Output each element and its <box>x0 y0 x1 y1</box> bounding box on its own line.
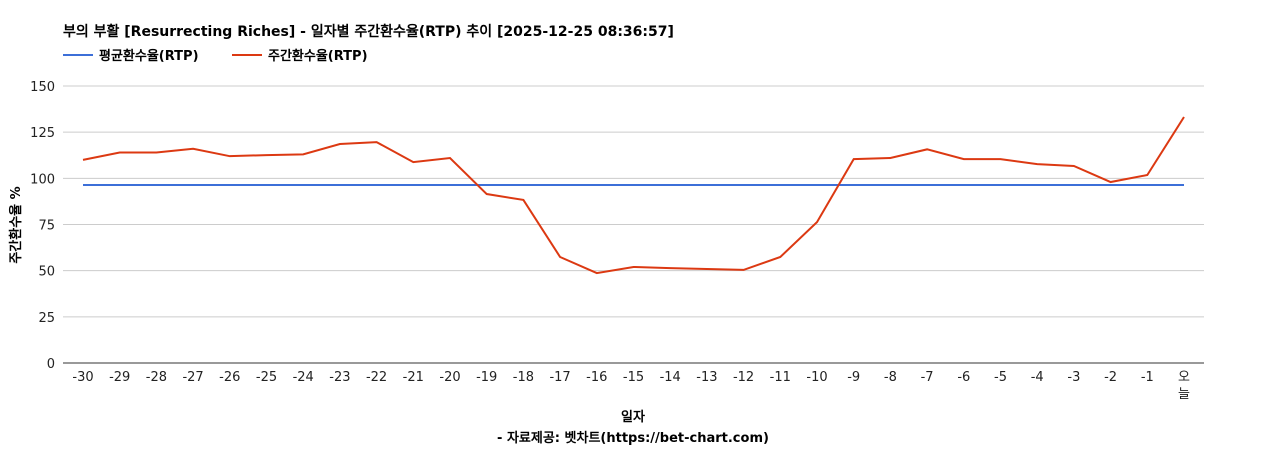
y-tick-label: 150 <box>30 80 55 95</box>
x-tick-label: -14 <box>660 370 681 385</box>
x-tick-label: -15 <box>623 370 644 385</box>
x-tick-label: -18 <box>513 370 534 385</box>
x-tick-label: -27 <box>182 370 203 385</box>
y-tick-label: 100 <box>30 172 55 187</box>
x-tick-label: -25 <box>256 370 277 385</box>
x-tick-label: -29 <box>109 370 130 385</box>
x-tick-label: -10 <box>806 370 827 385</box>
y-tick-label: 125 <box>30 126 55 141</box>
y-tick-label: 0 <box>47 357 55 372</box>
x-tick-label: -4 <box>1031 370 1044 385</box>
y-tick-label: 75 <box>38 219 55 234</box>
x-tick-label: -7 <box>921 370 934 385</box>
x-tick-label: -24 <box>293 370 314 385</box>
x-tick-label: -19 <box>476 370 497 385</box>
x-tick-label: -3 <box>1067 370 1080 385</box>
x-tick-label: -11 <box>770 370 791 385</box>
x-tick-label: -22 <box>366 370 387 385</box>
x-tick-label: -9 <box>847 370 860 385</box>
x-tick-label: -21 <box>403 370 424 385</box>
y-axis-label: 주간환수율 % <box>8 186 24 263</box>
x-tick-label: -5 <box>994 370 1007 385</box>
x-axis-label: 일자 <box>621 410 645 425</box>
x-tick-label: -26 <box>219 370 240 385</box>
x-tick-label: -17 <box>549 370 570 385</box>
x-tick-label: -30 <box>72 370 93 385</box>
x-tick-label: -8 <box>884 370 897 385</box>
legend-item-average[interactable]: 평균환수율(RTP) <box>63 48 199 64</box>
chart-title: 부의 부활 [Resurrecting Riches] - 일자별 주간환수율(… <box>63 23 674 40</box>
y-tick-label: 50 <box>38 265 55 280</box>
y-tick-label: 25 <box>38 311 55 326</box>
x-tick-label: -6 <box>957 370 970 385</box>
x-tick-label: -28 <box>146 370 167 385</box>
legend-item-weekly[interactable]: 주간환수율(RTP) <box>232 48 368 64</box>
source-note: - 자료제공: 벳차트(https://bet-chart.com) <box>497 430 769 446</box>
legend: 평균환수율(RTP) 주간환수율(RTP) <box>63 48 368 64</box>
x-tick-label: -20 <box>439 370 460 385</box>
legend-label-weekly: 주간환수율(RTP) <box>268 48 368 64</box>
weekly-rtp-line <box>82 116 1185 275</box>
x-tick-label: -1 <box>1141 370 1154 385</box>
x-tick-label: -13 <box>696 370 717 385</box>
x-tick-label: -2 <box>1104 370 1117 385</box>
x-tick-label: -12 <box>733 370 754 385</box>
x-tick-label: -16 <box>586 370 607 385</box>
legend-label-average: 평균환수율(RTP) <box>99 48 199 64</box>
x-tick-label: -23 <box>329 370 350 385</box>
